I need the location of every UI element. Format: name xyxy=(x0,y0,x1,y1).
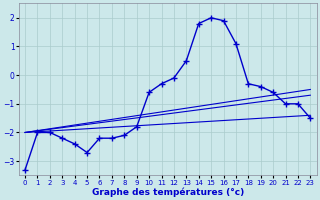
X-axis label: Graphe des températures (°c): Graphe des températures (°c) xyxy=(92,187,244,197)
